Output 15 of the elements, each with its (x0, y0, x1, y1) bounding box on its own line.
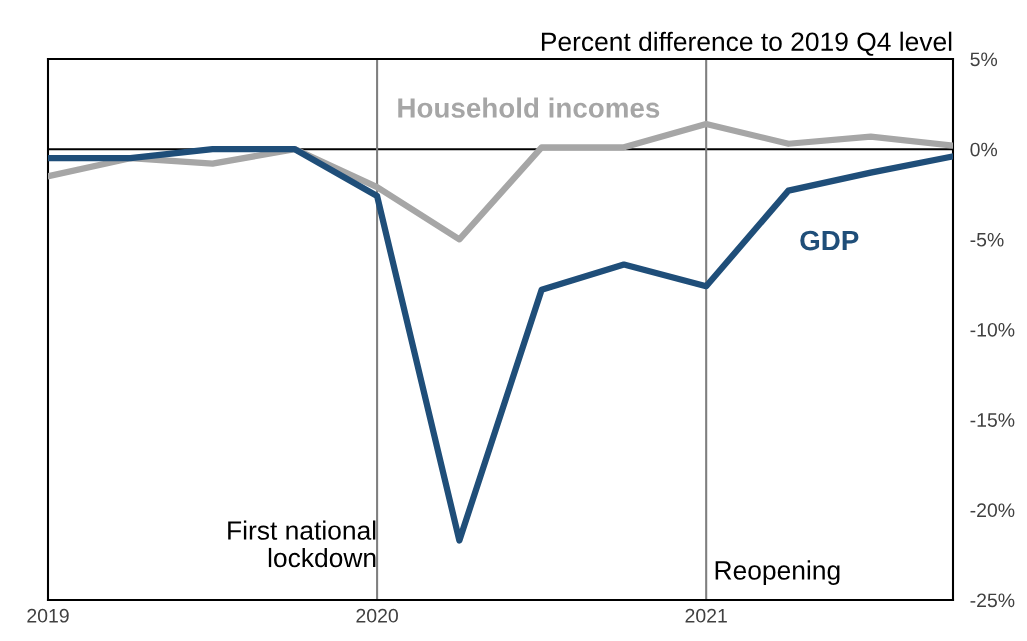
y-tick-label: 5% (970, 52, 998, 67)
ref-line-label: First national lockdown (228, 520, 376, 568)
series-label: GDP (800, 230, 859, 251)
y-tick-label: -5% (970, 232, 1004, 247)
ref-line-label: Reopening (715, 560, 840, 585)
x-tick-label: 2021 (685, 608, 727, 623)
x-tick-label: 2020 (356, 608, 398, 623)
series-label: Household incomes (398, 97, 660, 118)
y-tick-label: -20% (970, 503, 1015, 518)
x-tick-label: 2019 (27, 608, 69, 623)
y-tick-label: -10% (970, 322, 1015, 337)
y-tick-label: -25% (970, 593, 1015, 608)
y-tick-label: -15% (970, 413, 1015, 427)
y-tick-label: 0% (970, 142, 998, 157)
y-axis-title: Percent difference to 2019 Q4 level (541, 31, 952, 56)
